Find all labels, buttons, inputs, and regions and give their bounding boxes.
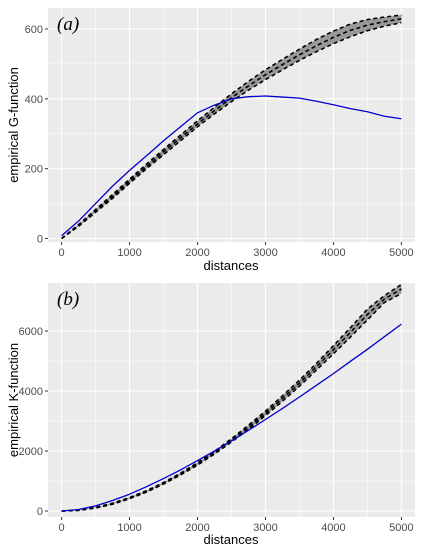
y-tick-label: 2000 [19, 446, 43, 458]
panel-b-y-axis-label: empirical K-function [6, 343, 21, 457]
panel-a-tag: (a) [57, 14, 79, 35]
panel-a-marks [61, 14, 402, 240]
panel-b-ticks: 0 1000 2000 3000 4000 5000 0 2000 4000 6000 [19, 326, 414, 534]
panel-a-x-axis-label: distances [204, 258, 259, 273]
envelope-mean-line [61, 18, 402, 240]
observed-line [61, 95, 402, 237]
panel-a-y-axis-label: empirical G-function [6, 67, 21, 183]
y-tick-label: 200 [25, 164, 43, 176]
panel-b: 0 1000 2000 3000 4000 5000 0 2000 4000 6000 (b) d… [6, 283, 415, 547]
observed-line [61, 323, 402, 512]
panel-b-marks [61, 283, 402, 512]
x-tick-label: 5000 [389, 522, 413, 534]
y-tick-label: 0 [37, 506, 43, 518]
envelope-mean-line [61, 288, 402, 512]
panel-b-x-axis-label: distances [204, 532, 259, 547]
y-tick-label: 4000 [19, 386, 43, 398]
panel-a-ticks: 0 1000 2000 3000 4000 5000 0 200 400 600 [25, 24, 414, 259]
x-tick-label: 3000 [253, 522, 277, 534]
x-tick-label: 0 [59, 522, 65, 534]
x-tick-label: 4000 [321, 522, 345, 534]
y-tick-label: 600 [25, 24, 43, 36]
x-tick-label: 5000 [389, 247, 413, 259]
panel-b-tag: (b) [57, 289, 79, 310]
x-tick-label: 2000 [185, 247, 209, 259]
panel-a: 0 1000 2000 3000 4000 5000 0 200 400 600 (a) dist… [6, 8, 415, 273]
x-tick-label: 0 [59, 247, 65, 259]
envelope-low-line [61, 21, 402, 240]
x-tick-label: 1000 [117, 522, 141, 534]
y-tick-label: 6000 [19, 326, 43, 338]
x-tick-label: 4000 [321, 247, 345, 259]
x-tick-label: 1000 [117, 247, 141, 259]
panel-b-grid [48, 283, 415, 517]
x-tick-label: 3000 [253, 247, 277, 259]
y-tick-label: 0 [37, 234, 43, 246]
x-tick-label: 2000 [185, 522, 209, 534]
y-tick-label: 400 [25, 94, 43, 106]
